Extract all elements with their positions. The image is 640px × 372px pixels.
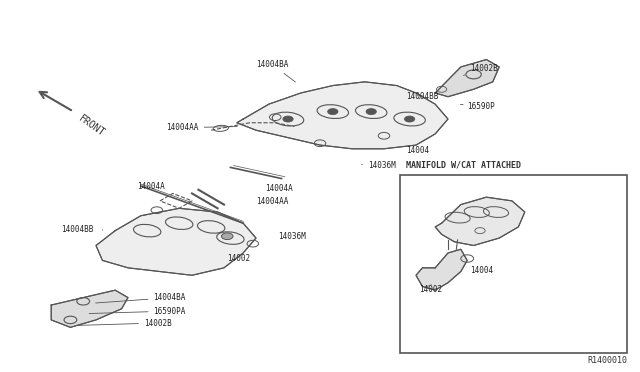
Text: MANIFOLD W/CAT ATTACHED: MANIFOLD W/CAT ATTACHED bbox=[406, 160, 522, 169]
Text: 16590P: 16590P bbox=[467, 102, 495, 110]
Text: 14004A: 14004A bbox=[266, 184, 293, 193]
Text: 14036M: 14036M bbox=[278, 232, 306, 241]
Polygon shape bbox=[435, 60, 499, 97]
Text: 14004A: 14004A bbox=[138, 182, 165, 190]
Text: FRONT: FRONT bbox=[77, 113, 107, 138]
Circle shape bbox=[366, 109, 376, 115]
Polygon shape bbox=[435, 197, 525, 246]
Text: 14002: 14002 bbox=[227, 254, 250, 263]
Text: 14004: 14004 bbox=[406, 146, 429, 155]
Text: 14002B: 14002B bbox=[463, 64, 498, 76]
Bar bbox=[400, 175, 627, 353]
Polygon shape bbox=[416, 249, 467, 290]
Polygon shape bbox=[96, 208, 256, 275]
Text: 14036M: 14036M bbox=[362, 161, 396, 170]
Polygon shape bbox=[51, 290, 128, 327]
Text: 14002B: 14002B bbox=[76, 318, 172, 327]
Circle shape bbox=[328, 109, 338, 115]
Text: 14004AA: 14004AA bbox=[166, 123, 237, 132]
Circle shape bbox=[404, 116, 415, 122]
Text: 14004BB: 14004BB bbox=[61, 225, 93, 234]
Polygon shape bbox=[237, 82, 448, 149]
Text: 14004BA: 14004BA bbox=[256, 60, 296, 82]
Text: 14004AA: 14004AA bbox=[256, 198, 289, 206]
Circle shape bbox=[221, 233, 233, 240]
Text: 14004BA: 14004BA bbox=[95, 293, 186, 303]
Text: 14002: 14002 bbox=[419, 285, 442, 294]
Text: 16590PA: 16590PA bbox=[89, 307, 186, 315]
Text: 14004: 14004 bbox=[470, 266, 493, 275]
Circle shape bbox=[283, 116, 293, 122]
Text: R1400010: R1400010 bbox=[588, 356, 627, 365]
Text: 14004BB: 14004BB bbox=[406, 92, 439, 100]
